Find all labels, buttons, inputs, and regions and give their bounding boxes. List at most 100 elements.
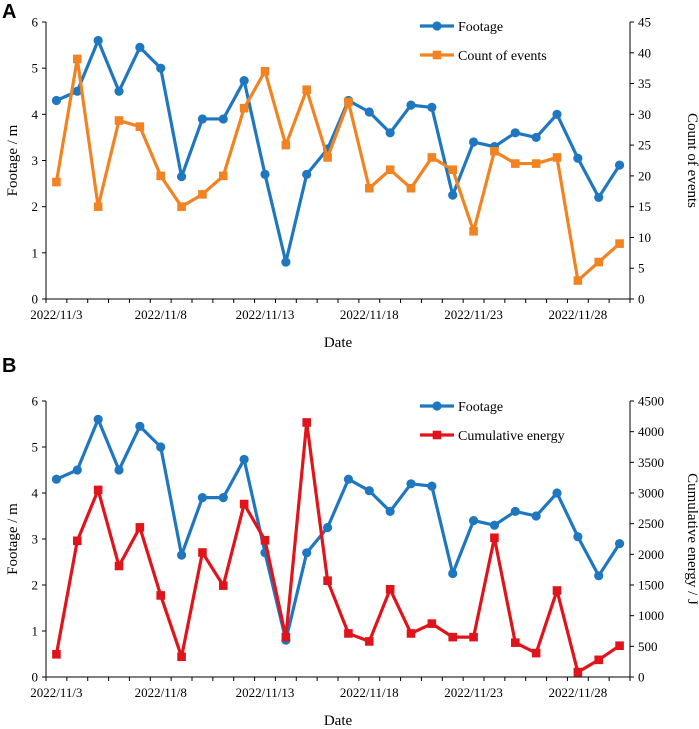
y-left-tick-label: 3 [32,153,39,168]
y-right-tick-label: 25 [638,138,651,153]
data-point-footage [114,465,124,475]
data-point-cumulative-energy [364,637,374,646]
data-point-cumulative-energy [114,561,124,571]
data-point-cumulative-energy [218,581,228,590]
data-point-footage [51,95,62,106]
data-point-cumulative-energy [573,667,583,677]
data-point-cumulative-energy [135,523,145,532]
y-right-tick-label: 4500 [638,394,664,409]
data-point-footage [239,76,249,86]
y-right-tick-label: 40 [638,45,651,60]
y-left-tick-label: 0 [32,292,39,307]
data-point-footage [156,63,166,73]
data-point-cumulative-energy [615,641,624,651]
data-point-count-of-events [156,171,166,181]
data-point-footage [197,493,208,503]
legend-marker-footage [432,401,442,411]
data-point-footage [427,481,437,491]
legend-label-cumulative-energy: Cumulative energy [458,429,565,444]
data-point-count-of-events [218,171,228,181]
data-point-count-of-events [510,159,520,168]
data-point-count-of-events [531,159,541,168]
data-point-count-of-events [177,202,186,211]
data-point-count-of-events [448,165,458,175]
data-point-footage [176,550,187,560]
x-tick-label: 2022/11/8 [135,685,187,700]
data-point-footage [510,128,520,138]
data-point-footage [135,42,145,52]
data-point-cumulative-energy [448,632,458,642]
data-point-footage [364,486,374,496]
data-point-footage [364,107,374,117]
legend-marker-cumulative-energy [432,430,442,440]
data-point-footage [197,114,208,124]
y-axis-left-label: Footage / m [5,503,21,575]
y-right-tick-label: 4000 [638,424,664,439]
data-point-footage [156,442,166,452]
data-point-footage [614,160,625,170]
data-point-count-of-events [323,153,332,162]
data-point-count-of-events [406,183,416,193]
x-tick-label: 2022/11/23 [444,307,503,322]
y-right-tick-label: 20 [638,168,651,183]
y-left-tick-label: 1 [32,624,39,639]
data-point-cumulative-energy [490,533,499,543]
y-right-tick-label: 3000 [638,486,664,501]
data-point-footage [302,548,312,558]
y-left-tick-label: 4 [32,486,39,501]
data-point-footage [72,465,82,475]
data-point-count-of-events [281,140,291,150]
series-line-footage [55,417,621,642]
legend-label-footage: Footage [458,400,503,415]
y-axis-right-label: Count of events [684,113,699,208]
data-point-count-of-events [385,165,395,175]
y-left-tick-label: 6 [32,394,39,409]
data-point-footage [281,257,291,267]
data-point-count-of-events [469,226,478,236]
data-point-cumulative-energy [281,632,291,642]
data-point-footage [531,511,541,521]
data-point-footage [448,190,458,200]
y-left-tick-label: 1 [32,245,39,260]
series-line-footage [55,38,621,264]
y-right-tick-label: 3500 [638,455,664,470]
y-left-tick-label: 6 [32,15,39,30]
y-right-tick-label: 35 [638,76,651,91]
data-point-cumulative-energy [344,629,353,638]
y-right-tick-label: 45 [638,15,651,30]
data-point-cumulative-energy [177,652,186,662]
data-point-footage [406,479,416,489]
x-axis-label: Date [324,335,353,351]
data-point-cumulative-energy [469,632,478,642]
data-point-footage [72,86,82,96]
data-point-count-of-events [260,66,270,76]
data-point-footage [302,169,312,179]
y-left-tick-label: 3 [32,532,39,547]
data-point-footage [260,169,270,179]
legend-marker-count-of-events [432,50,442,60]
legend-label-footage: Footage [458,20,503,35]
x-tick-label: 2022/11/3 [30,307,82,322]
x-axis-label: Date [324,713,353,729]
data-point-cumulative-energy [260,535,270,545]
data-point-footage [385,506,395,516]
y-axis-right-label: Cumulative energy / J [684,473,699,605]
y-left-tick-label: 4 [32,107,39,122]
data-point-cumulative-energy [531,648,541,658]
data-point-count-of-events [198,190,207,199]
data-point-cumulative-energy [302,418,312,427]
x-tick-label: 2022/11/3 [30,685,82,700]
data-point-count-of-events [344,97,353,107]
x-tick-label: 2022/11/8 [135,307,187,322]
data-point-count-of-events [552,153,562,162]
series-line-count-of-events [54,57,621,283]
data-point-count-of-events [239,103,249,113]
x-tick-label: 2022/11/28 [548,307,607,322]
data-point-count-of-events [302,85,312,95]
y-left-tick-label: 2 [32,578,39,593]
x-tick-label: 2022/11/28 [548,685,607,700]
y-left-tick-label: 0 [32,670,39,685]
data-point-footage [468,516,479,526]
data-point-cumulative-energy [198,548,207,557]
